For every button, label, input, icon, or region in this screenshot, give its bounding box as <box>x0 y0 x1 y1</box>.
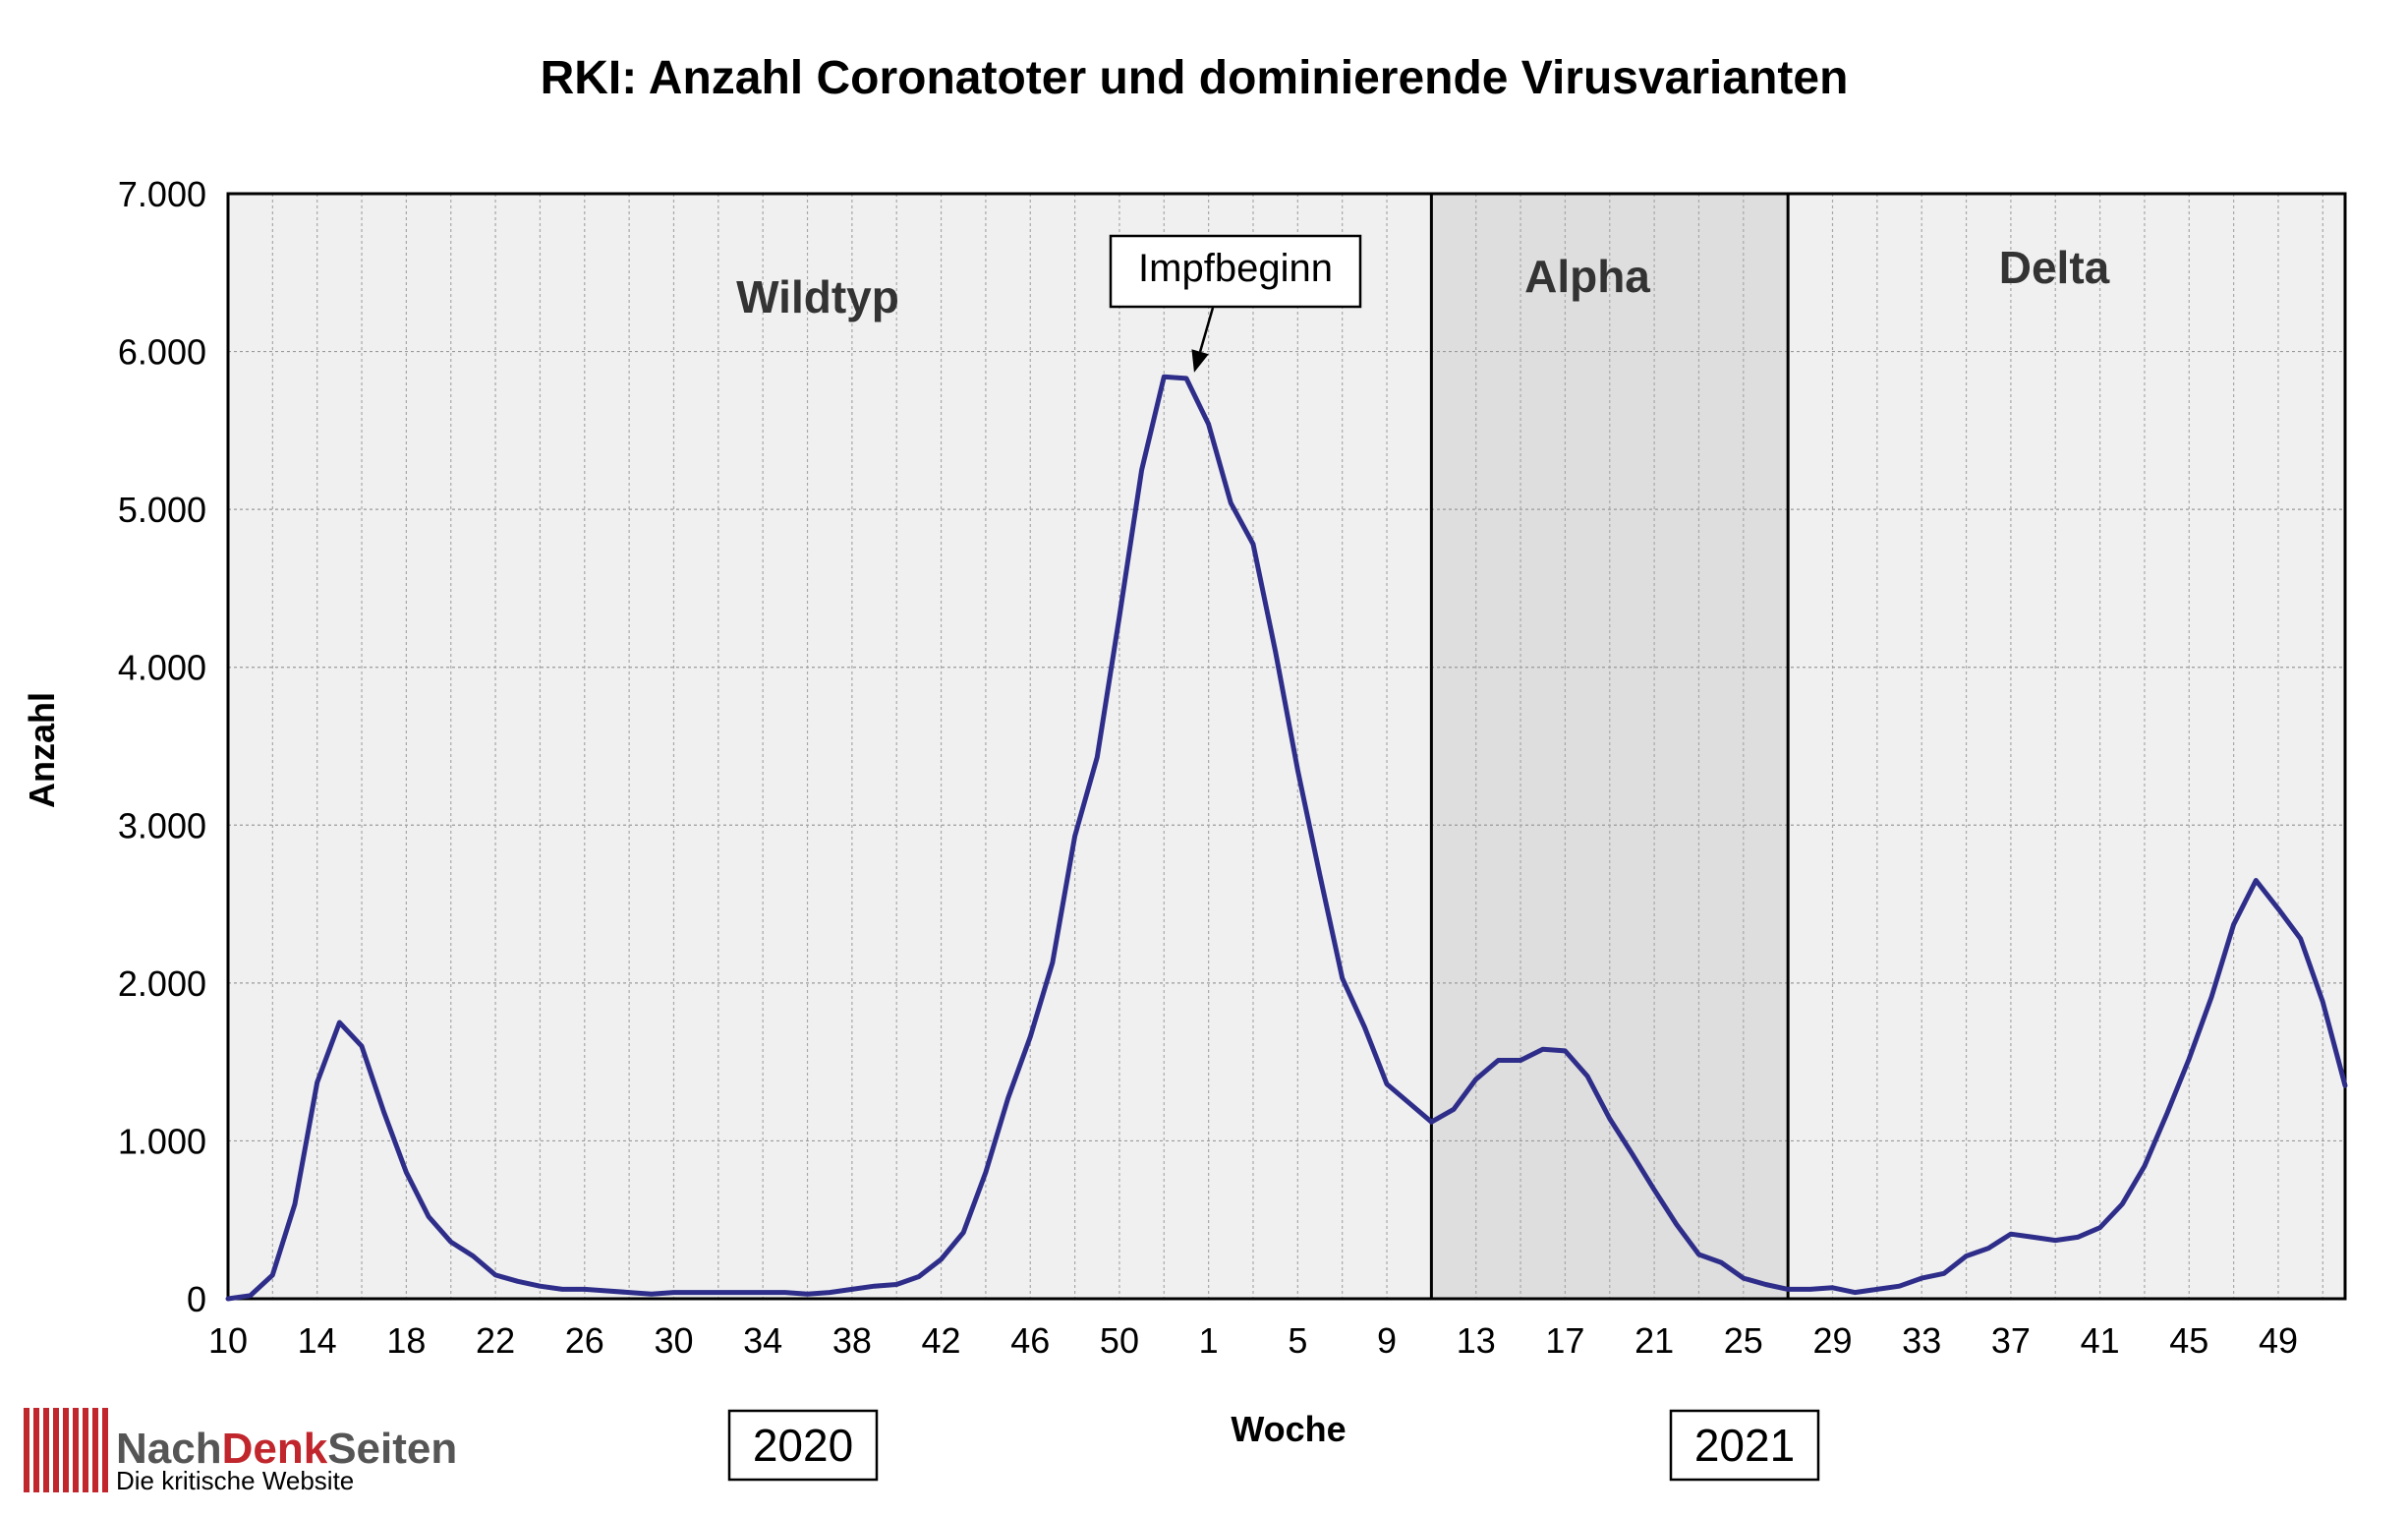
chart-title: RKI: Anzahl Coronatoter und dominierende… <box>541 52 1849 104</box>
x-tick-label-7: 38 <box>832 1320 872 1361</box>
logo-bar-5 <box>73 1408 79 1492</box>
x-tick-label-1: 14 <box>298 1320 337 1361</box>
region-delta <box>1788 194 2345 1299</box>
y-axis-title: Anzahl <box>22 692 62 808</box>
x-tick-labels: 10 14 18 22 26 30 34 38 42 46 50 1 5 9 13 17 21 25 29 33 37 4… <box>208 1320 2298 1361</box>
x-tick-label-18: 29 <box>1812 1320 1852 1361</box>
logo-bar-4 <box>63 1408 69 1492</box>
x-tick-label-19: 33 <box>1902 1320 1941 1361</box>
logo-bars-icon <box>24 1408 108 1492</box>
x-tick-label-17: 25 <box>1724 1320 1763 1361</box>
svg-text:NachDenkSeiten: NachDenkSeiten <box>116 1425 457 1473</box>
y-tick-label-4: 4.000 <box>118 648 206 688</box>
logo-name-denk: Denk <box>222 1425 328 1473</box>
x-tick-label-21: 41 <box>2081 1320 2120 1361</box>
y-tick-label-7: 7.000 <box>118 174 206 214</box>
y-tick-label-6: 6.000 <box>118 332 206 373</box>
x-tick-label-12: 5 <box>1288 1320 1307 1361</box>
y-tick-label-2: 2.000 <box>118 963 206 1004</box>
variant-regions <box>228 194 2345 1299</box>
x-tick-label-16: 21 <box>1634 1320 1674 1361</box>
x-tick-label-13: 9 <box>1377 1320 1397 1361</box>
annotation-box <box>1109 234 1362 309</box>
x-axis-title: Woche <box>1231 1409 1346 1449</box>
annotation-arrow-head <box>1191 349 1209 373</box>
svg-text:2021: 2021 <box>1694 1420 1795 1471</box>
y-tick-label-5: 5.000 <box>118 490 206 530</box>
logo-bar-6 <box>83 1408 88 1492</box>
x-tick-label-2: 18 <box>386 1320 426 1361</box>
y-tick-label-3: 3.000 <box>118 805 206 845</box>
x-tick-label-23: 49 <box>2259 1320 2298 1361</box>
logo-bar-7 <box>92 1408 98 1492</box>
x-tick-label-14: 13 <box>1457 1320 1496 1361</box>
year-label-2020: 2020 <box>727 1409 879 1482</box>
region-label-alpha: Alpha <box>1524 251 1650 302</box>
logo-bar-8 <box>102 1408 108 1492</box>
annotation-arrow <box>1198 307 1215 353</box>
x-tick-label-10: 50 <box>1100 1320 1139 1361</box>
x-tick-label-8: 42 <box>922 1320 961 1361</box>
x-tick-label-6: 34 <box>743 1320 782 1361</box>
logo-bar-2 <box>43 1408 49 1492</box>
x-tick-label-20: 37 <box>1991 1320 2031 1361</box>
x-tick-label-9: 46 <box>1010 1320 1050 1361</box>
logo-name-nach: Nach <box>116 1425 222 1473</box>
x-tick-label-22: 45 <box>2169 1320 2208 1361</box>
x-tick-label-3: 22 <box>476 1320 515 1361</box>
annotation-label: Impfbeginn <box>1138 247 1333 290</box>
y-tick-label-1: 1.000 <box>118 1121 206 1161</box>
y-tick-labels: 0 1.000 2.000 3.000 4.000 5.000 6.000 7.000 <box>118 174 206 1319</box>
logo-bar-1 <box>33 1408 39 1492</box>
impfbeginn-annotation: Impfbeginn <box>1109 234 1362 373</box>
region-label-wildtyp: Wildtyp <box>736 271 899 322</box>
year-label-2021: 2021 <box>1669 1409 1820 1482</box>
nachdenkseiten-logo: NachDenkSeiten Die kritische Website <box>24 1408 457 1495</box>
variant-dividers <box>1429 194 1790 1299</box>
x-tick-label-0: 10 <box>208 1320 248 1361</box>
logo-bar-0 <box>24 1408 29 1492</box>
y-tick-label-0: 0 <box>187 1279 206 1319</box>
logo-name-seiten: Seiten <box>327 1425 457 1473</box>
grid-lines <box>227 194 2345 1299</box>
svg-text:2020: 2020 <box>753 1420 853 1471</box>
logo-bar-3 <box>53 1408 59 1492</box>
x-tick-label-15: 17 <box>1545 1320 1584 1361</box>
series-line-deaths <box>225 374 2348 1302</box>
plot-frame <box>226 192 2347 1301</box>
logo-tagline: Die kritische Website <box>116 1466 354 1495</box>
x-tick-label-4: 26 <box>565 1320 604 1361</box>
region-label-delta: Delta <box>1999 242 2110 293</box>
region-labels: Wildtyp Alpha Delta <box>736 242 2109 322</box>
region-wildtyp <box>228 194 1432 1299</box>
x-tick-label-11: 1 <box>1199 1320 1219 1361</box>
x-tick-label-5: 30 <box>654 1320 693 1361</box>
